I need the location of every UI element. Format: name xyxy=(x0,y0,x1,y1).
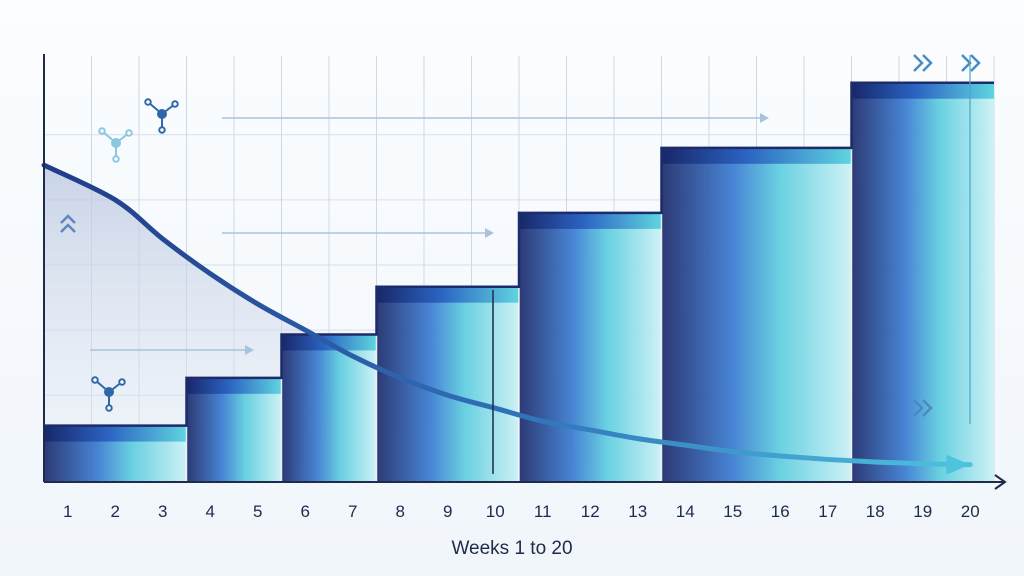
x-tick-label: 17 xyxy=(818,502,837,521)
molecule-atom xyxy=(105,404,113,412)
molecule-core xyxy=(111,138,121,148)
x-tick-label: 4 xyxy=(206,502,215,521)
step-cap-5 xyxy=(519,212,662,229)
molecule-icon xyxy=(144,98,179,134)
x-tick-label: 6 xyxy=(301,502,310,521)
step-line xyxy=(44,81,994,427)
step-outline xyxy=(44,81,994,427)
x-tick-label: 14 xyxy=(676,502,695,521)
step-bar-5 xyxy=(519,212,662,483)
step-cap-4 xyxy=(376,286,519,303)
molecule-atom xyxy=(98,127,106,135)
chevron xyxy=(922,399,933,417)
x-tick-label: 13 xyxy=(628,502,647,521)
x-tick-label: 9 xyxy=(443,502,452,521)
x-tick-label: 19 xyxy=(913,502,932,521)
arrow-right-icon xyxy=(760,113,769,123)
chevron xyxy=(970,54,981,72)
chevron xyxy=(913,399,924,417)
x-tick-label: 18 xyxy=(866,502,885,521)
chevron xyxy=(913,54,924,72)
step-cap-7 xyxy=(851,82,994,99)
molecule-icon xyxy=(98,127,133,163)
step-bar-3 xyxy=(281,334,377,482)
curve-line xyxy=(41,162,973,468)
x-axis-arrow-icon xyxy=(994,474,1007,490)
double-chevron-right-icon xyxy=(913,54,933,72)
chevron xyxy=(922,54,933,72)
step-cap-2 xyxy=(186,377,282,394)
molecule-icon xyxy=(91,376,126,412)
molecule-atom xyxy=(112,155,120,163)
x-tick-labels: 1 2 3 4 5 6 7 8 9 10 11 12 13 14 15 16 17 18 19 20 xyxy=(63,502,980,521)
step-bar-2 xyxy=(186,377,282,482)
arrow-right-icon xyxy=(485,228,494,238)
molecule-atom xyxy=(144,98,152,106)
x-tick-label: 12 xyxy=(581,502,600,521)
molecule-atom xyxy=(171,100,179,108)
x-tick-label: 7 xyxy=(348,502,357,521)
molecule-atom xyxy=(125,129,133,137)
chevron xyxy=(60,214,76,224)
x-tick-label: 1 xyxy=(63,502,72,521)
step-cap-6 xyxy=(661,147,852,164)
x-tick-label: 15 xyxy=(723,502,742,521)
x-tick-label: 20 xyxy=(961,502,980,521)
step-cap-1 xyxy=(44,425,187,442)
chevron xyxy=(961,54,972,72)
step-bar-6 xyxy=(661,147,852,482)
molecule-atom xyxy=(158,126,166,134)
x-tick-label: 5 xyxy=(253,502,262,521)
step-bar-7 xyxy=(851,82,994,482)
decorations xyxy=(60,54,981,474)
x-tick-label: 2 xyxy=(111,502,120,521)
molecule-core xyxy=(104,387,114,397)
x-tick-label: 11 xyxy=(534,502,552,521)
molecule-atom xyxy=(91,376,99,384)
molecule-core xyxy=(157,109,167,119)
axes xyxy=(43,54,1007,490)
double-chevron-right-icon xyxy=(913,399,933,417)
arrow-right-icon xyxy=(245,345,254,355)
x-tick-label: 10 xyxy=(486,502,505,521)
curve-arrowhead xyxy=(946,454,971,475)
decay-curve xyxy=(41,162,973,475)
double-chevron-up-icon xyxy=(60,214,76,233)
step-bar-4 xyxy=(376,286,519,482)
step-caps xyxy=(44,82,994,482)
x-axis-title: Weeks 1 to 20 xyxy=(451,538,572,559)
x-tick-label: 16 xyxy=(771,502,790,521)
x-tick-label: 8 xyxy=(396,502,405,521)
molecule-atom xyxy=(118,378,126,386)
chevron xyxy=(60,223,76,233)
x-tick-label: 3 xyxy=(158,502,167,521)
